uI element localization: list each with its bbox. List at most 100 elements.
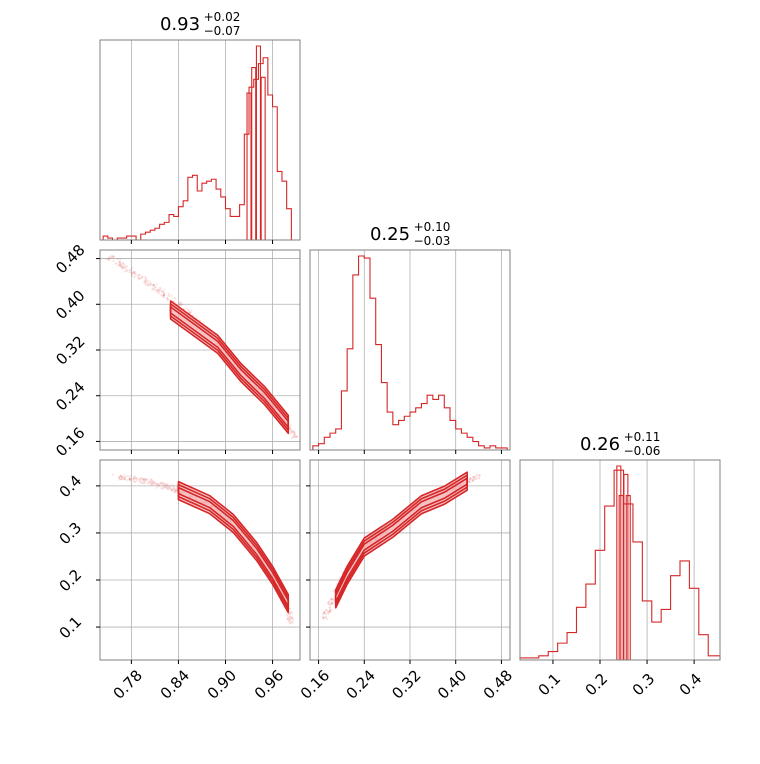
- sample-point: [178, 301, 181, 304]
- sample-point: [162, 481, 165, 485]
- sample-point: [163, 482, 166, 486]
- sample-point: [173, 300, 176, 303]
- sample-point: [112, 255, 116, 258]
- sample-point: [121, 263, 124, 266]
- sample-point: [152, 482, 155, 485]
- sample-point: [149, 478, 153, 481]
- sample-point: [472, 475, 475, 479]
- sample-point: [107, 256, 111, 259]
- sample-point: [330, 609, 333, 612]
- sample-point: [173, 487, 176, 490]
- sample-point: [116, 258, 119, 261]
- sample-point: [167, 484, 170, 487]
- contour-level: [177, 480, 290, 614]
- panel-p3: 0.78 0.84 0.90 0.96 0.1 0.2 0.3 0.4: [56, 459, 301, 703]
- sample-point: [119, 262, 122, 265]
- sample-point: [146, 279, 149, 282]
- sample-point: [288, 616, 292, 619]
- sample-point: [468, 478, 471, 481]
- sample-point: [122, 478, 125, 481]
- sample-point: [146, 284, 149, 287]
- sample-point: [140, 276, 144, 279]
- sample-point: [187, 309, 191, 313]
- sample-point: [120, 265, 123, 268]
- sample-point: [117, 476, 121, 479]
- sample-point: [133, 272, 137, 276]
- sample-point: [112, 255, 115, 258]
- sample-point: [110, 255, 113, 258]
- sample-point: [326, 611, 329, 614]
- sample-point: [171, 484, 174, 487]
- sample-point: [119, 258, 122, 261]
- sample-point: [151, 284, 155, 287]
- sample-point: [124, 478, 127, 481]
- sample-point: [145, 279, 148, 282]
- sample-point: [291, 616, 294, 619]
- sample-point: [171, 488, 174, 491]
- sample-point: [122, 475, 125, 479]
- sample-point: [134, 480, 137, 483]
- sample-point: [166, 297, 169, 301]
- sample-point: [108, 258, 111, 261]
- sample-point: [289, 424, 293, 427]
- sample-point: [160, 294, 163, 297]
- sample-point: [331, 601, 334, 604]
- sample-point: [326, 609, 330, 613]
- sample-point: [289, 607, 292, 610]
- sample-point: [135, 477, 138, 480]
- y-tick-label: 0.3: [56, 519, 86, 549]
- histogram-spike: [260, 76, 266, 240]
- sample-point: [143, 481, 146, 485]
- histogram-step: [312, 255, 508, 450]
- sample-point: [154, 286, 157, 289]
- sample-point: [327, 602, 330, 605]
- sample-point: [166, 296, 169, 299]
- sample-point: [324, 615, 327, 619]
- sample-point: [112, 259, 115, 263]
- sample-point: [152, 480, 155, 483]
- sample-point: [172, 485, 175, 489]
- contour-level: [334, 477, 468, 603]
- sample-point: [295, 435, 298, 438]
- sample-point: [123, 474, 126, 477]
- sample-point: [179, 303, 182, 306]
- sample-point: [158, 483, 161, 486]
- sample-point: [135, 273, 138, 276]
- sample-point: [144, 480, 147, 483]
- sample-point: [132, 271, 135, 274]
- sample-point: [172, 296, 176, 300]
- sample-point: [119, 474, 122, 477]
- sample-point: [111, 256, 114, 259]
- sample-point: [286, 618, 289, 621]
- sample-point: [143, 279, 146, 282]
- sample-point: [330, 597, 333, 600]
- sample-point: [323, 610, 326, 613]
- contour-level: [334, 474, 468, 606]
- sample-point: [288, 620, 291, 623]
- sample-point: [162, 293, 165, 297]
- sample-point: [143, 479, 146, 482]
- y-tick-label: 0.1: [56, 613, 86, 643]
- sample-point: [142, 478, 145, 481]
- sample-point: [165, 487, 169, 490]
- sample-point: [322, 617, 325, 620]
- sample-point: [118, 264, 121, 267]
- sample-point: [180, 303, 183, 306]
- sample-point: [148, 280, 151, 284]
- sample-point: [121, 266, 125, 269]
- sample-point: [188, 311, 191, 314]
- sample-point: [187, 308, 190, 311]
- sample-point: [286, 618, 289, 621]
- sample-point: [138, 479, 141, 482]
- sample-point: [476, 473, 479, 476]
- sample-point: [105, 257, 108, 261]
- sample-point: [119, 474, 123, 477]
- sample-point: [326, 617, 329, 621]
- x-tick-label: 0.32: [388, 666, 424, 702]
- sample-point: [327, 600, 330, 604]
- sample-point: [147, 481, 151, 484]
- sample-point: [150, 483, 154, 486]
- sample-point: [140, 276, 143, 279]
- sample-point: [112, 473, 115, 476]
- sample-point: [164, 484, 167, 487]
